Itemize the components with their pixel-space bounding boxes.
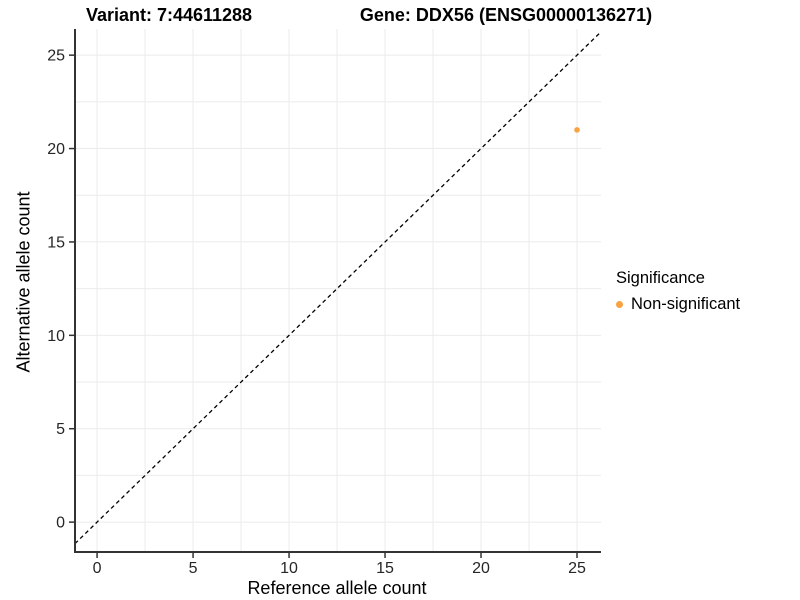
x-tick-label: 25 <box>568 560 586 577</box>
x-tick-label: 10 <box>280 560 298 577</box>
legend-title: Significance <box>616 269 705 287</box>
x-tick-label: 5 <box>189 560 198 577</box>
x-axis-title: Reference allele count <box>247 578 427 598</box>
identity-dashed-line <box>74 31 602 545</box>
y-tick-label: 10 <box>47 328 65 345</box>
y-tick-label: 20 <box>47 141 65 158</box>
plot-title-variant: Variant: 7:44611288 <box>85 5 253 25</box>
y-axis-title: Alternative allele count <box>13 191 34 373</box>
y-tick-label: 15 <box>47 234 65 251</box>
x-tick-label: 20 <box>472 560 490 577</box>
y-tick-label: 5 <box>56 421 65 438</box>
legend-item-label: Non-significant <box>631 295 741 313</box>
x-tick-label: 0 <box>93 560 102 577</box>
legend-item-non-significant: Non-significant <box>616 295 740 314</box>
data-point <box>574 127 580 133</box>
x-tick-label: 15 <box>376 560 394 577</box>
legend: Significance Non-significant <box>616 269 740 314</box>
plot-title-gene: Gene: DDX56 (ENSG00000136271) <box>359 5 653 25</box>
y-tick-label: 25 <box>47 48 65 65</box>
y-tick-label: 0 <box>56 515 65 532</box>
legend-point-icon <box>616 301 623 308</box>
